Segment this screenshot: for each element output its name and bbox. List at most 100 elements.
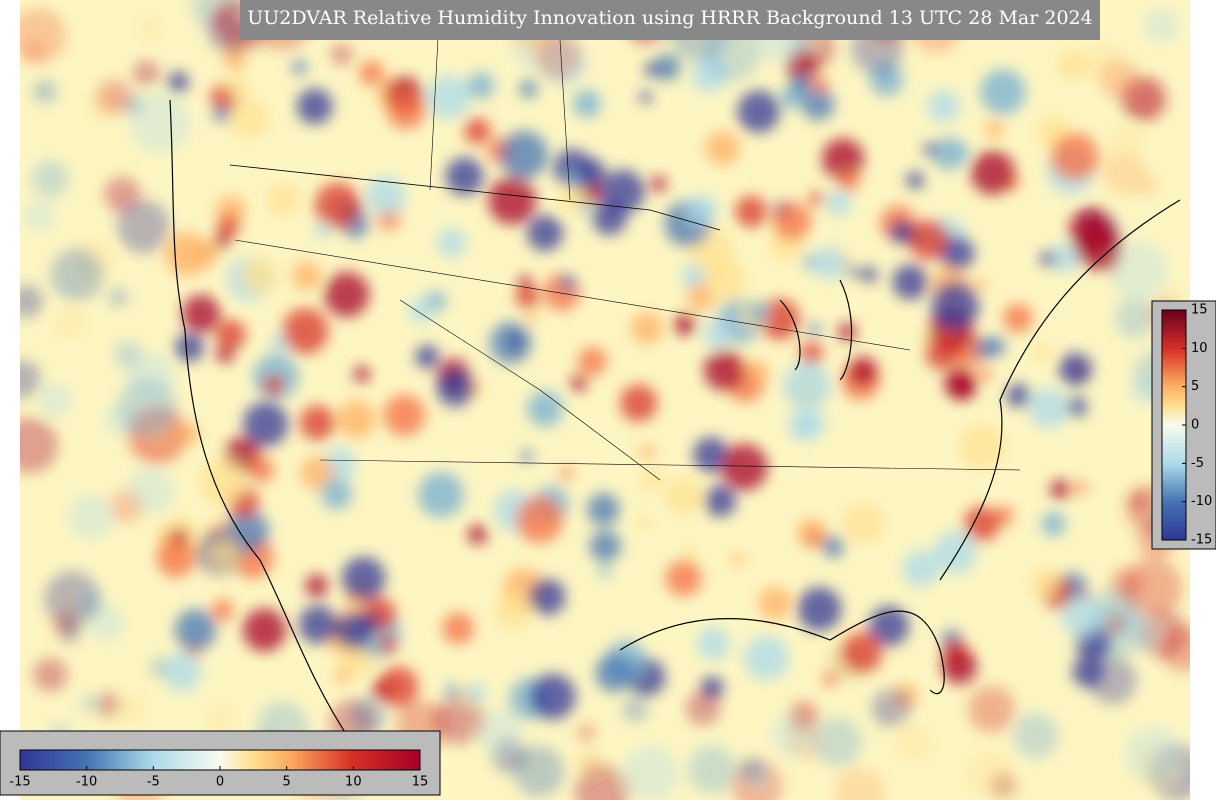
boundaries [169, 0, 1181, 741]
field-blob [292, 60, 307, 75]
colorbar-tick-label: -10 [1191, 494, 1212, 509]
field-blob [813, 246, 847, 280]
field-blob [650, 175, 667, 192]
field-blob [811, 76, 829, 94]
field-blob [623, 745, 679, 800]
field-blob [861, 266, 878, 283]
field-blob [559, 274, 576, 292]
field-blob [38, 383, 72, 417]
colorbar-tick-label: -15 [9, 775, 30, 790]
field-blob [630, 312, 664, 345]
field-blob [337, 400, 376, 439]
field-blob [1108, 124, 1143, 160]
field-blob [1160, 624, 1190, 672]
field-blob [127, 467, 174, 515]
field-blob [240, 257, 278, 295]
field-blob [33, 657, 68, 692]
field-blob [50, 248, 104, 302]
field-blob [465, 682, 486, 703]
field-blob [893, 722, 934, 763]
field-blob [1109, 242, 1168, 301]
field-blob [1074, 481, 1087, 494]
east-coast [939, 199, 1181, 581]
field-blob [622, 697, 648, 723]
field-blob [743, 635, 789, 681]
field-blob [731, 553, 744, 566]
field-blob [783, 362, 831, 410]
field-blob [639, 444, 656, 460]
field-blob [559, 186, 585, 212]
field-blob [359, 613, 377, 631]
field-blob [1123, 558, 1183, 618]
field-blob [383, 394, 426, 437]
field-blob [1039, 250, 1056, 267]
field-blob [1061, 595, 1104, 638]
field-blob [53, 305, 87, 340]
field-blob [1028, 388, 1069, 429]
field-blob [433, 693, 485, 745]
field-blob [577, 723, 596, 743]
field-blob [20, 7, 66, 64]
field-blob [745, 360, 769, 385]
field-blob [796, 518, 827, 549]
field-blob [681, 546, 698, 562]
field-blob [747, 301, 769, 323]
field-blob [1138, 175, 1159, 196]
field-blob [31, 160, 69, 198]
field-blob [418, 471, 464, 518]
field-blob [174, 609, 217, 651]
field-blob [703, 320, 732, 349]
field-blob [577, 158, 606, 187]
field-blob [968, 685, 1016, 733]
field-blob [378, 635, 397, 654]
field-blob [515, 285, 539, 309]
field-blob [96, 79, 131, 115]
field-blob [442, 612, 475, 645]
field-blob [525, 312, 538, 325]
field-blob [206, 537, 242, 573]
field-blob [167, 71, 189, 93]
field-blob [467, 524, 488, 545]
field-blob [476, 709, 521, 754]
field-blob [334, 668, 351, 685]
field-blob [164, 231, 210, 277]
field-blob [330, 43, 353, 66]
field-blob [822, 670, 839, 687]
field-blob [129, 92, 190, 153]
field-blob [137, 16, 163, 42]
field-blob [516, 496, 563, 544]
field-blob [300, 456, 334, 490]
field-blob [847, 265, 860, 278]
field-blob [923, 142, 938, 157]
field-blob [620, 384, 658, 422]
field-blob [720, 443, 768, 491]
field-blob [797, 586, 842, 632]
field-blob [282, 308, 329, 355]
field-blob [809, 191, 824, 207]
field-blob [822, 138, 864, 181]
field-blob [527, 390, 563, 427]
field-blob [248, 457, 275, 483]
field-blob [906, 171, 924, 190]
field-blob [974, 337, 996, 359]
colorbar-tick-label: -10 [76, 775, 97, 790]
field-blob [653, 54, 681, 81]
field-blob [426, 75, 471, 120]
field-blob [492, 338, 505, 351]
field-blob [320, 478, 353, 510]
field-blob [526, 214, 563, 252]
field-blob [366, 176, 406, 216]
field-blob [665, 560, 702, 597]
field-blob [217, 215, 240, 238]
field-blob [1050, 243, 1080, 273]
field-blob [291, 261, 321, 291]
field-blob [115, 693, 148, 725]
field-blob [117, 377, 178, 437]
field-blob [116, 200, 171, 254]
field-blob [737, 90, 780, 133]
field-blob [949, 374, 976, 401]
field-blob [225, 509, 269, 553]
field-blob [696, 627, 730, 661]
field-blob [520, 449, 534, 463]
